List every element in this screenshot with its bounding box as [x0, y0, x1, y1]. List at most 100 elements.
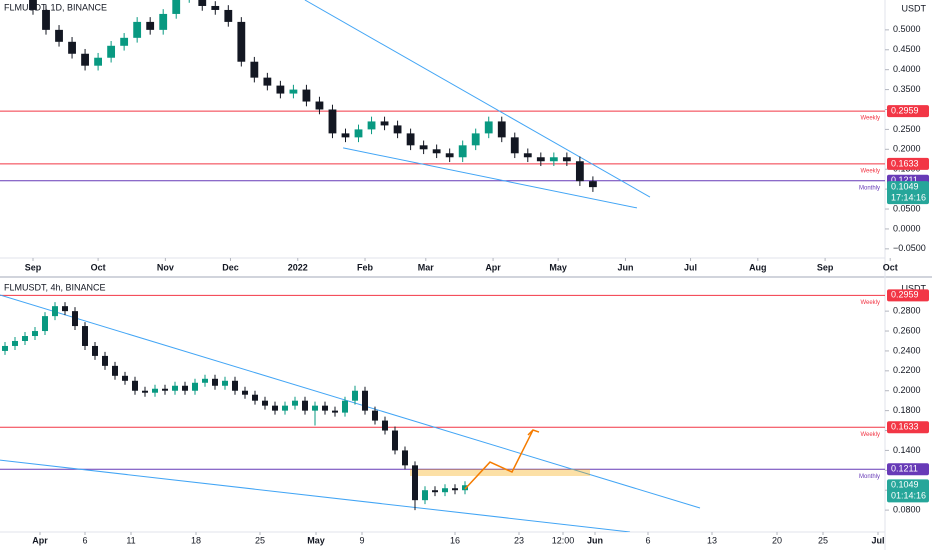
candle-body — [442, 488, 448, 493]
candle-body — [402, 450, 408, 466]
candle-body — [484, 121, 493, 134]
trendline — [0, 294, 701, 509]
candle-body — [107, 45, 116, 58]
candle-body — [122, 375, 128, 381]
price-tag — [887, 157, 929, 170]
candle-body — [422, 490, 428, 501]
candle-body — [42, 9, 50, 30]
candle-body — [380, 121, 389, 126]
candle-body — [132, 380, 138, 391]
x-tick-label: Oct — [91, 262, 106, 272]
candle-body — [302, 400, 308, 411]
candle-body — [172, 385, 178, 391]
candle-body — [523, 153, 532, 158]
candle-body — [192, 382, 198, 391]
x-tick-label: 20 — [772, 535, 782, 545]
candle-body — [224, 9, 233, 22]
x-tick-label: Apr — [485, 262, 501, 272]
candle-body — [510, 137, 519, 154]
candle-body — [92, 345, 98, 356]
x-tick-label: Jun — [587, 535, 603, 545]
candle-body — [162, 388, 168, 391]
candle-body — [292, 400, 298, 406]
candle-body — [29, 0, 37, 10]
candle-body — [419, 145, 428, 150]
x-tick-label: Sep — [817, 262, 834, 272]
candle-body — [354, 129, 363, 138]
candle-body — [211, 5, 220, 10]
candle-body — [328, 109, 337, 134]
price-zone — [410, 469, 590, 476]
countdown-label: 01:14:16 — [891, 491, 926, 501]
plot-area — [0, 294, 885, 532]
candle-body — [262, 400, 268, 406]
x-tick-label: Apr — [32, 535, 48, 545]
candle-body — [72, 311, 78, 327]
level-label: Weekly — [860, 116, 880, 122]
trendline — [343, 147, 638, 209]
candle-body — [22, 336, 28, 341]
price-tag — [887, 421, 929, 434]
y-tick-label: 0.2200 — [893, 365, 921, 375]
candle-body — [341, 133, 350, 138]
candle-body — [32, 331, 38, 337]
candle-body — [342, 400, 348, 413]
candle-body — [250, 61, 259, 78]
candle-body — [406, 133, 415, 146]
chart-title: FLMUSDT, 1D, BINANCE — [4, 2, 107, 12]
candle-body — [452, 488, 458, 491]
candle-body — [81, 53, 89, 66]
chart-title: FLMUSDT, 4h, BINANCE — [4, 282, 106, 292]
candle-body — [172, 0, 181, 14]
candle-body — [133, 21, 142, 38]
level-label: Weekly — [860, 300, 880, 306]
x-tick-label: 12:00 — [552, 535, 575, 545]
y-tick-label: −0.0500 — [893, 243, 926, 253]
candle-body — [282, 405, 288, 411]
plot-area — [0, 0, 885, 209]
last-price-label: 0.1049 — [891, 182, 919, 192]
y-tick-label: 0.2500 — [893, 124, 921, 134]
x-tick-label: 16 — [450, 535, 460, 545]
candle-body — [12, 340, 18, 346]
x-tick-label: Jul — [684, 262, 697, 272]
price-tag-label: 0.1633 — [891, 158, 919, 168]
candle-body — [232, 380, 238, 391]
candle-body — [152, 388, 158, 393]
candle-body — [588, 181, 597, 188]
level-label: Weekly — [860, 432, 880, 438]
candle-body — [146, 21, 155, 30]
price-tag-label: 0.2959 — [891, 105, 919, 115]
last-price-tag — [887, 181, 929, 205]
candle-body — [432, 490, 438, 493]
candle-body — [393, 125, 402, 134]
projection-path — [464, 429, 534, 490]
candle-body — [367, 121, 376, 130]
x-tick-label: 18 — [191, 535, 201, 545]
candle-body — [382, 420, 388, 431]
x-tick-label: May — [549, 262, 567, 272]
candle-body — [332, 410, 338, 413]
candle-body — [94, 57, 102, 66]
trendline — [0, 459, 631, 532]
price-tag-label: 0.1211 — [891, 175, 918, 185]
x-tick-label: Aug — [749, 262, 767, 272]
candle-body — [182, 385, 188, 391]
candle-body — [237, 21, 246, 62]
candle-body — [82, 326, 88, 346]
candle-body — [68, 41, 76, 54]
candle-body — [276, 85, 285, 94]
candle-body — [42, 316, 48, 332]
candle-body — [575, 161, 584, 182]
y-tick-label: 0.5000 — [893, 24, 921, 34]
y-tick-label: 0.1400 — [893, 445, 921, 455]
x-tick-label: Nov — [157, 262, 174, 272]
candle-body — [2, 345, 8, 351]
candle-body — [352, 390, 358, 401]
y-tick-label: 0.0800 — [893, 504, 921, 514]
candle-body — [536, 157, 545, 162]
candle-body — [497, 121, 506, 138]
x-tick-label: 25 — [818, 535, 828, 545]
